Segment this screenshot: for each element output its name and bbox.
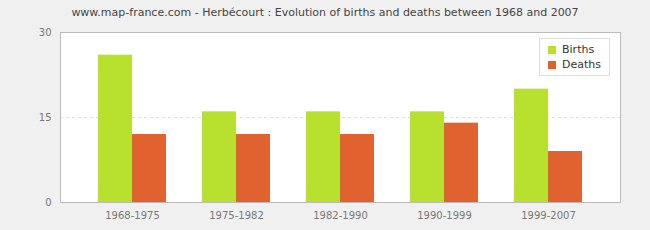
svg-text:1990-1999: 1990-1999 [417, 210, 472, 221]
html-text:Births: Births [562, 43, 595, 56]
html-text:Deaths: Deaths [562, 58, 601, 71]
svg-text:1975-1982: 1975-1982 [209, 210, 264, 221]
svg-text:30: 30 [39, 27, 52, 38]
svg-text:1968-1975: 1968-1975 [105, 210, 160, 221]
html-text:www.map-france.com - Herbécour: www.map-france.com - Herbécourt : Evolut… [71, 6, 579, 19]
svg-text:1982-1990: 1982-1990 [313, 210, 368, 221]
svg-text:1999-2007: 1999-2007 [521, 210, 576, 221]
svg-text:15: 15 [39, 112, 52, 123]
svg-text:0: 0 [45, 197, 51, 208]
